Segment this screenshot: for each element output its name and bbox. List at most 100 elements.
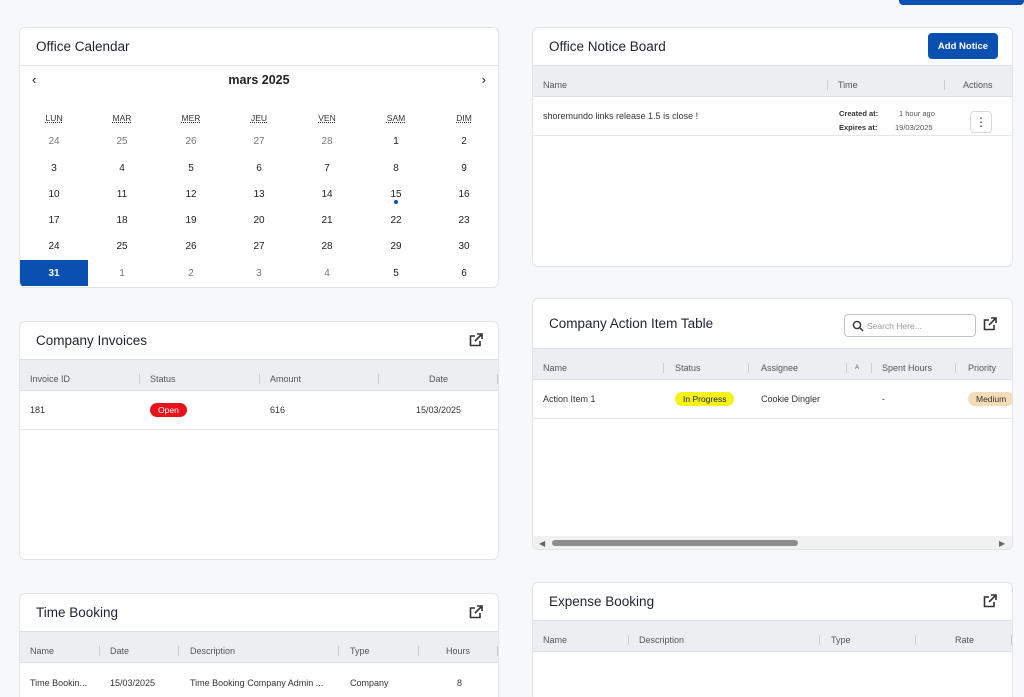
external-link-icon[interactable]: [982, 316, 998, 332]
col-divider: [259, 374, 260, 384]
calendar-day[interactable]: 28: [321, 135, 333, 147]
calendar-day[interactable]: 25: [116, 240, 128, 252]
calendar-day[interactable]: 10: [48, 188, 60, 200]
calendar-day[interactable]: 26: [185, 135, 197, 147]
calendar-day-today[interactable]: 15: [362, 181, 430, 207]
col-name[interactable]: Name: [543, 635, 568, 645]
invoices-title: Company Invoices: [36, 333, 148, 348]
external-link-icon[interactable]: [468, 604, 484, 620]
calendar-day[interactable]: 12: [185, 188, 197, 200]
scroll-left-arrow[interactable]: ◀: [539, 539, 546, 548]
calendar-day[interactable]: 9: [461, 162, 467, 174]
calendar-day[interactable]: 19: [185, 214, 197, 226]
add-notice-button[interactable]: Add Notice: [928, 33, 998, 59]
calendar-day[interactable]: 5: [393, 267, 399, 279]
calendar-day[interactable]: 20: [253, 214, 265, 226]
col-divider: [497, 646, 498, 656]
col-rate[interactable]: Rate: [955, 635, 975, 645]
col-amount[interactable]: Amount: [270, 374, 302, 384]
calendar-day[interactable]: 5: [188, 162, 194, 174]
action-item-row[interactable]: Action Item 1 In Progress Cookie Dingler…: [533, 380, 1012, 419]
col-divider: [846, 363, 847, 373]
col-name[interactable]: Name: [543, 80, 568, 90]
col-name[interactable]: Name: [30, 646, 55, 656]
col-hours[interactable]: Hours: [446, 646, 471, 656]
scrollbar-thumb[interactable]: [552, 540, 798, 546]
top-action-button[interactable]: [899, 0, 1024, 5]
calendar-day[interactable]: 29: [390, 240, 402, 252]
calendar-day[interactable]: 23: [458, 214, 470, 226]
col-type[interactable]: Type: [831, 635, 851, 645]
calendar-next-button[interactable]: ›: [481, 72, 486, 87]
calendar-day[interactable]: 17: [48, 214, 60, 226]
action-table-header: Name Status Assignee A Spent Hours Prior…: [533, 348, 1012, 380]
scroll-right-arrow[interactable]: ▶: [999, 539, 1006, 548]
calendar-prev-button[interactable]: ‹: [32, 72, 37, 87]
col-description[interactable]: Description: [190, 646, 236, 656]
calendar-day[interactable]: 3: [51, 162, 57, 174]
calendar-day[interactable]: 7: [324, 162, 330, 174]
calendar-day[interactable]: 24: [48, 135, 60, 147]
kebab-menu-icon[interactable]: ⋮: [970, 111, 992, 133]
calendar-month-label: mars 2025: [228, 73, 290, 87]
calendar-day[interactable]: 1: [119, 267, 125, 279]
col-truncated[interactable]: A: [855, 365, 860, 371]
col-actions[interactable]: Actions: [963, 80, 993, 90]
col-spent-hours[interactable]: Spent Hours: [882, 363, 933, 373]
horizontal-scrollbar[interactable]: ◀ ▶: [533, 536, 1012, 549]
calendar-day[interactable]: 11: [116, 188, 128, 200]
col-assignee[interactable]: Assignee: [761, 363, 799, 373]
search-input[interactable]: Search Here...: [844, 314, 976, 337]
col-priority[interactable]: Priority: [968, 363, 997, 373]
time-name: Time Bookin...: [30, 677, 88, 688]
calendar-day[interactable]: 3: [256, 267, 262, 279]
calendar-day[interactable]: 6: [256, 162, 262, 174]
calendar-day-selected[interactable]: 31: [20, 260, 88, 286]
col-divider: [748, 363, 749, 373]
time-booking-row[interactable]: Time Bookin... 15/03/2025 Time Booking C…: [20, 663, 498, 697]
col-invoice-id[interactable]: Invoice ID: [30, 374, 71, 384]
col-divider: [338, 646, 339, 656]
calendar-day[interactable]: 27: [253, 135, 265, 147]
notice-created-label: Created at:: [839, 109, 879, 118]
office-calendar-card: Office Calendar ‹ mars 2025 › LUN MAR ME…: [19, 27, 499, 288]
col-type[interactable]: Type: [350, 646, 370, 656]
calendar-day[interactable]: 2: [461, 135, 467, 147]
calendar-day[interactable]: 28: [321, 240, 333, 252]
calendar-day[interactable]: 14: [321, 188, 333, 200]
calendar-day[interactable]: 25: [116, 135, 128, 147]
calendar-day[interactable]: 4: [324, 267, 330, 279]
calendar-day[interactable]: 21: [321, 214, 333, 226]
calendar-day[interactable]: 27: [253, 240, 265, 252]
col-divider: [827, 80, 828, 90]
external-link-icon[interactable]: [468, 332, 484, 348]
col-name[interactable]: Name: [543, 363, 568, 373]
calendar-day[interactable]: 16: [458, 188, 470, 200]
col-time[interactable]: Time: [838, 80, 858, 90]
col-status[interactable]: Status: [150, 374, 176, 384]
notice-created-value: 1 hour ago: [899, 109, 935, 118]
calendar-day[interactable]: 30: [458, 240, 470, 252]
col-date[interactable]: Date: [429, 374, 449, 384]
dow-sat: SAM: [386, 113, 406, 123]
notice-text: shoremundo links release 1.5 is close !: [543, 111, 699, 121]
calendar-day[interactable]: 6: [461, 267, 467, 279]
calendar-day[interactable]: 8: [393, 162, 399, 174]
col-date[interactable]: Date: [110, 646, 130, 656]
col-divider: [944, 80, 945, 90]
calendar-day[interactable]: 2: [188, 267, 194, 279]
calendar-day[interactable]: 22: [390, 214, 402, 226]
calendar-day[interactable]: 4: [119, 162, 125, 174]
col-description[interactable]: Description: [639, 635, 685, 645]
invoice-id: 181: [30, 405, 46, 415]
calendar-day[interactable]: 24: [48, 240, 60, 252]
external-link-icon[interactable]: [982, 593, 998, 609]
expense-table-header: Name Description Type Rate: [533, 620, 1012, 652]
calendar-day[interactable]: 18: [116, 214, 128, 226]
col-status[interactable]: Status: [675, 363, 701, 373]
calendar-day[interactable]: 13: [253, 188, 265, 200]
calendar-day[interactable]: 1: [393, 135, 399, 147]
invoice-row[interactable]: 181 Open 616 15/03/2025: [20, 391, 498, 430]
calendar-day[interactable]: 26: [185, 240, 197, 252]
invoice-status: Open: [150, 391, 187, 429]
